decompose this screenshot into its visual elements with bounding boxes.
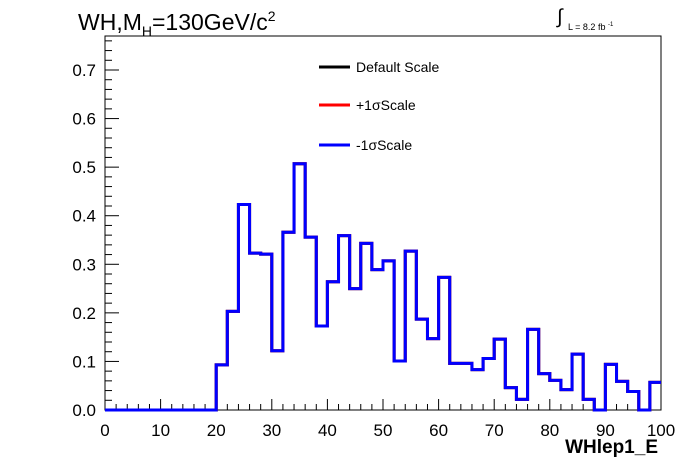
x-tick-label: 50 [374, 421, 393, 440]
title-subscript: H [141, 23, 152, 39]
series-layer [105, 162, 661, 412]
x-axis-label: WHlep1_E [565, 437, 658, 458]
x-tick-label: 40 [318, 421, 337, 440]
legend-label-default: Default Scale [356, 59, 440, 75]
x-tick-label: 60 [429, 421, 448, 440]
integral-symbol: ∫ [557, 6, 563, 28]
y-tick-label: 0.2 [72, 304, 96, 323]
plot-title: WH,MH=130GeV/c2 [78, 8, 276, 39]
y-axis-ticks: 0.0 0.1 0.2 0.3 0.4 0.5 0.6 0.7 [72, 40, 119, 420]
x-tick-label: 20 [207, 421, 226, 440]
luminosity-text: L = 8.2 fb [568, 22, 606, 32]
x-tick-label: 10 [151, 421, 170, 440]
x-axis-ticks: 0 10 20 30 40 50 60 70 80 90 100 [100, 399, 675, 440]
luminosity-exponent: -1 [607, 22, 614, 28]
x-tick-label: 70 [485, 421, 504, 440]
legend-label-minus: -1σScale [356, 137, 413, 153]
x-tick-label: 90 [596, 421, 615, 440]
legend-label-plus: +1σScale [356, 97, 416, 113]
x-tick-label: 0 [100, 421, 109, 440]
y-tick-label: 0.0 [72, 401, 96, 420]
y-tick-label: 0.1 [72, 352, 96, 371]
y-tick-label: 0.6 [72, 110, 96, 129]
y-tick-label: 0.3 [72, 255, 96, 274]
series-line-1 [105, 162, 661, 412]
series-line-2 [105, 162, 661, 412]
series-line-0 [105, 162, 661, 412]
title-superscript: 2 [267, 8, 276, 24]
y-tick-label: 0.4 [72, 207, 96, 226]
x-tick-label: 80 [540, 421, 559, 440]
legend-lines [319, 65, 350, 147]
y-tick-label: 0.5 [72, 158, 96, 177]
title-prefix: WH,M [78, 9, 142, 35]
title-main: =130GeV/c [152, 9, 268, 35]
y-tick-label: 0.7 [72, 61, 96, 80]
x-tick-label: 100 [647, 421, 675, 440]
x-tick-label: 30 [262, 421, 281, 440]
